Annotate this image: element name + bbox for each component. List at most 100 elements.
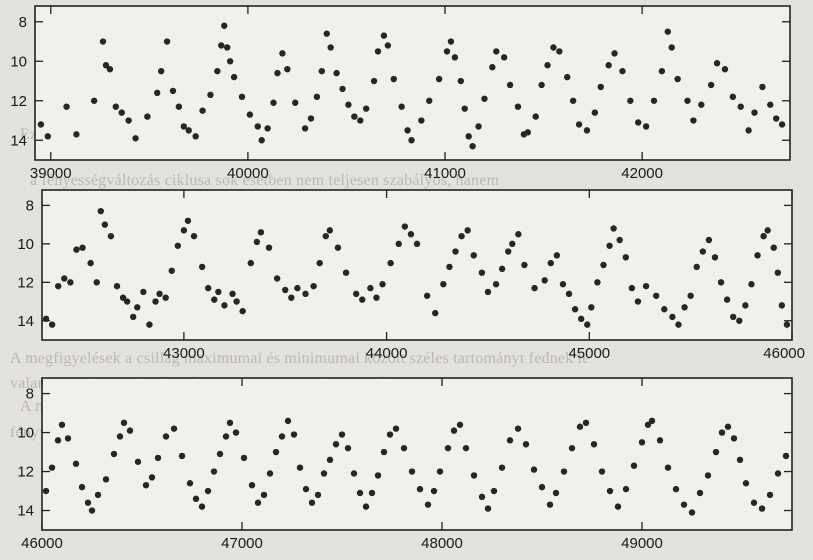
data-point xyxy=(63,103,70,110)
data-point xyxy=(260,491,268,499)
data-point xyxy=(112,103,120,110)
data-point xyxy=(443,48,451,55)
data-point xyxy=(745,127,752,134)
data-point xyxy=(102,62,110,69)
data-point xyxy=(168,267,175,274)
y-tick-label: 10 xyxy=(17,425,34,442)
data-point xyxy=(478,269,486,276)
data-point xyxy=(461,105,468,112)
data-point xyxy=(48,464,56,471)
data-point xyxy=(362,105,370,112)
data-point xyxy=(493,48,500,55)
data-point xyxy=(214,67,221,75)
data-point xyxy=(774,269,782,276)
data-point xyxy=(435,75,443,83)
data-point xyxy=(67,279,74,286)
data-point xyxy=(198,503,206,510)
data-point xyxy=(699,248,707,255)
data-point xyxy=(470,472,478,479)
x-tick-label: 40000 xyxy=(227,165,269,182)
data-point xyxy=(342,269,350,276)
data-point xyxy=(395,240,402,248)
data-point xyxy=(152,298,159,305)
data-point xyxy=(359,296,366,303)
data-point xyxy=(514,103,522,110)
data-point xyxy=(316,259,323,267)
x-tick-label: 45000 xyxy=(568,345,610,362)
data-point xyxy=(712,448,720,456)
data-point xyxy=(736,456,744,464)
data-point xyxy=(386,431,394,438)
plot-frame xyxy=(41,377,793,531)
data-point xyxy=(175,103,183,110)
data-point xyxy=(693,263,700,271)
data-point xyxy=(156,290,163,298)
data-point xyxy=(326,227,334,234)
x-tick-label: 42000 xyxy=(621,165,663,182)
data-point xyxy=(351,113,358,120)
data-point xyxy=(130,313,137,321)
data-point xyxy=(766,491,774,499)
light-curve-panel-lower: 8 10 12 14 46000 47000 48000 49000 xyxy=(17,377,793,552)
data-point xyxy=(597,83,604,91)
data-point xyxy=(506,437,514,444)
data-point xyxy=(401,223,409,230)
data-point xyxy=(514,425,522,432)
data-point xyxy=(522,441,530,448)
data-point xyxy=(310,282,317,290)
data-point xyxy=(302,485,310,493)
data-point xyxy=(327,44,334,51)
data-point xyxy=(552,489,560,497)
data-point xyxy=(718,429,726,436)
data-point xyxy=(239,307,246,315)
data-point xyxy=(247,259,254,267)
data-point xyxy=(658,67,666,75)
data-point xyxy=(416,485,424,493)
data-point xyxy=(118,109,125,116)
data-point xyxy=(590,441,598,448)
data-point xyxy=(178,452,186,460)
data-point xyxy=(94,491,102,499)
data-point xyxy=(229,290,236,298)
data-point xyxy=(531,284,538,292)
data-point xyxy=(591,109,599,116)
data-point xyxy=(334,244,342,251)
data-point xyxy=(373,294,380,301)
data-point xyxy=(598,468,606,475)
data-point xyxy=(767,101,774,108)
data-point xyxy=(180,123,188,130)
data-point xyxy=(221,302,228,309)
data-point xyxy=(134,458,142,465)
data-point xyxy=(610,225,617,232)
data-point xyxy=(541,277,548,284)
data-point xyxy=(681,304,688,311)
x-tick-label: 49000 xyxy=(621,535,663,552)
data-point xyxy=(447,38,455,45)
data-point xyxy=(644,421,652,428)
data-point xyxy=(509,240,516,248)
plot-frame xyxy=(41,189,793,341)
y-tick-label: 14 xyxy=(17,313,34,330)
data-point xyxy=(668,44,675,51)
data-point xyxy=(322,232,329,240)
data-point xyxy=(210,468,218,475)
data-point xyxy=(398,103,405,110)
data-point xyxy=(583,127,591,134)
data-point xyxy=(729,93,737,101)
data-point xyxy=(440,281,447,288)
data-point xyxy=(661,306,668,313)
y-tick-label: 10 xyxy=(17,236,34,253)
data-point xyxy=(273,275,281,282)
data-point xyxy=(54,437,62,444)
data-point xyxy=(490,487,498,495)
data-point xyxy=(407,231,415,238)
data-point xyxy=(724,423,732,430)
data-point xyxy=(170,425,178,432)
data-point xyxy=(698,101,705,108)
data-point xyxy=(450,427,458,434)
data-point xyxy=(619,67,626,75)
data-point xyxy=(78,483,86,491)
data-point xyxy=(184,217,192,224)
data-point xyxy=(140,288,147,296)
